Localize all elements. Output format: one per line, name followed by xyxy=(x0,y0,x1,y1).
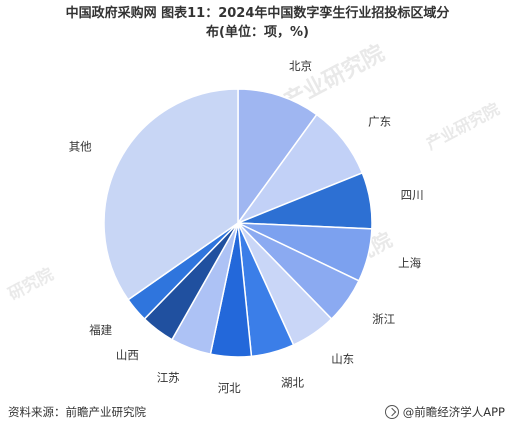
pie-slices xyxy=(103,88,373,358)
source-note: 资料来源：前瞻产业研究院 xyxy=(8,405,146,419)
pie-slice-1 xyxy=(237,88,318,226)
slice-label-7: 湖北 xyxy=(281,375,304,389)
svg-text:产业研究院: 产业研究院 xyxy=(423,99,503,153)
slice-label-5: 浙江 xyxy=(372,312,395,326)
qianzhan-logo-icon xyxy=(384,405,399,419)
brand-credit: @前瞻经济学人APP xyxy=(384,404,505,420)
slice-label-6: 山东 xyxy=(331,352,354,366)
slice-label-2: 广东 xyxy=(368,115,391,129)
svg-text:研究院: 研究院 xyxy=(5,264,56,303)
chart-title-line1: 中国政府采购网 图表11：2024年中国数字孪生行业招投标区域分 xyxy=(65,6,450,21)
brand-text: @前瞻经济学人APP xyxy=(402,405,505,419)
slice-label-9: 江苏 xyxy=(157,370,180,384)
slice-label-1: 北京 xyxy=(289,59,312,73)
chart-title-line2: 布(单位：项，%) xyxy=(206,25,309,40)
slice-label-10: 山西 xyxy=(116,348,139,362)
slice-label-12: 其他 xyxy=(69,140,92,154)
slice-label-3: 四川 xyxy=(401,188,424,202)
slice-label-4: 上海 xyxy=(398,256,421,270)
slice-label-11: 福建 xyxy=(89,323,112,337)
pie-slice-12 xyxy=(103,88,239,301)
chart-title: 中国政府采购网 图表11：2024年中国数字孪生行业招投标区域分 布(单位：项，… xyxy=(0,4,515,42)
slice-label-8: 河北 xyxy=(218,381,241,395)
